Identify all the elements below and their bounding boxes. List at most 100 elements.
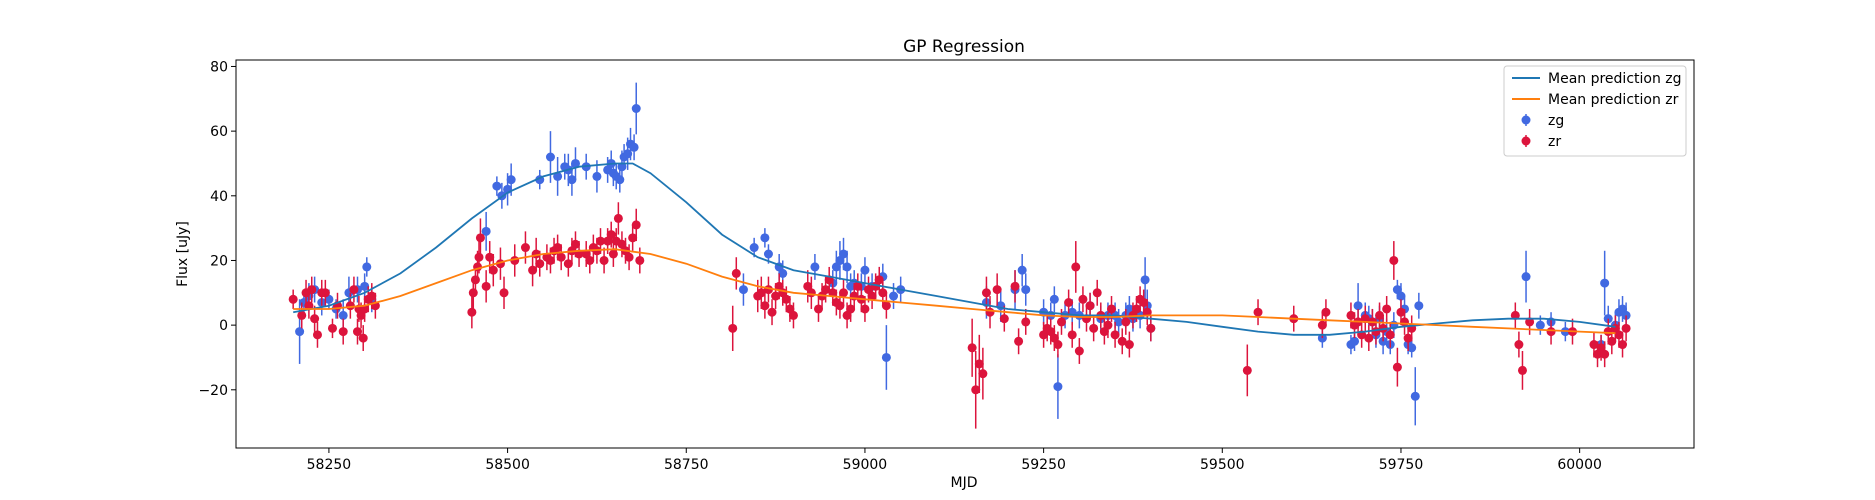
zr-data-point [488,265,498,275]
legend-swatch-zg-marker [1521,115,1531,125]
zg-data-point [763,249,773,259]
zr-data-point [1124,340,1134,350]
zr-data-point [1525,317,1535,327]
zr-data-point [881,301,891,311]
zg-data-point [481,226,491,236]
x-tick-label: 59500 [1200,457,1245,473]
zr-data-point [788,310,798,320]
zr-data-point [545,255,555,265]
zr-data-point [475,233,485,243]
zr-data-point [596,236,605,246]
zr-data-point [613,213,623,223]
y-tick-label: 80 [210,59,228,75]
zg-data-point [1140,275,1150,285]
zr-data-point [624,252,634,262]
zg-data-point [567,175,577,185]
zr-data-point [1392,362,1402,372]
zr-data-point [985,307,995,317]
x-tick-label: 59750 [1379,457,1424,473]
zr-data-point [860,304,870,314]
zr-data-point [353,327,362,337]
plot-area [288,82,1631,429]
zr-data-point [981,288,991,298]
zr-data-point [839,288,848,298]
zr-data-point [731,268,741,278]
zg-data-point [295,327,305,337]
zr-data-point [349,285,359,295]
zg-data-point [881,352,891,362]
zr-data-point [1078,294,1088,304]
zr-data-point [1321,307,1331,317]
zr-data-point [760,301,770,311]
zg-data-point [570,158,580,168]
zg-data-point [1114,317,1124,327]
zr-data-point [771,291,781,301]
zr-data-point [1117,336,1127,346]
zr-data-point [1110,330,1120,340]
zr-data-point [1382,304,1392,314]
zg-data-point [1350,336,1360,346]
zr-data-point [499,288,509,298]
zr-data-point [821,285,831,295]
zr-data-point [1621,323,1631,333]
zr-data-point [1607,336,1617,346]
zr-data-point [1021,317,1031,327]
zg-data-point [338,310,348,320]
zr-data-point [846,304,856,314]
zr-data-point [828,288,838,298]
y-tick-label: 40 [210,189,228,205]
zr-data-point [635,255,645,265]
zr-data-point [999,314,1009,324]
zr-data-point [978,369,988,379]
x-tick-label: 58750 [664,457,709,473]
zr-data-point [481,281,491,291]
zr-data-point [1056,317,1066,327]
zr-data-point [304,301,314,311]
zr-data-point [1253,307,1263,317]
zr-data-point [813,304,823,314]
y-tick-label: −20 [198,383,228,399]
y-tick-label: 60 [210,124,228,140]
legend-label-zr: zr [1548,134,1561,150]
zr-data-point [1546,327,1556,337]
zg-data-point [1021,285,1031,295]
zg-data-point [839,249,848,259]
zg-data-point [592,171,602,181]
zg-data-point [1410,391,1420,401]
x-tick-label: 58500 [485,457,530,473]
zg-data-point [778,268,788,278]
zg-data-point [545,152,555,162]
zr-data-point [1074,346,1084,356]
zr-data-point [470,275,480,285]
zr-data-point [1139,298,1149,307]
zg-data-point [1049,294,1059,304]
axes-frame [235,59,1695,449]
zr-data-point [1618,340,1628,350]
zr-data-point [345,301,355,311]
y-tick-label: 20 [210,253,228,269]
x-tick-label: 60000 [1557,457,1602,473]
zr-data-point [767,307,777,317]
zr-data-point [307,285,317,295]
zg-data-point [1017,265,1027,275]
chart-title: GP Regression [903,37,1025,57]
zr-data-point [1403,333,1413,343]
zr-data-point [971,385,981,395]
zr-data-point [1132,304,1142,314]
x-tick-label: 58250 [307,457,352,473]
zr-data-point [1600,349,1610,359]
zr-data-point [358,333,368,343]
x-axis-label: MJD [951,475,978,491]
x-axis: 58250 58500 58750 59000 59250 59500 59750 60000 [307,448,1602,473]
zr-data-point [1317,320,1327,330]
zg-data-point [738,285,748,295]
zr-data-point [1514,340,1524,350]
zr-data-point [853,281,863,291]
zr-data-point [520,243,530,253]
zr-data-point [1092,288,1102,298]
zg-data-point [1521,272,1531,282]
zr-data-point [1014,336,1024,346]
x-tick-label: 59250 [1021,457,1066,473]
zr-data-point [1107,304,1117,314]
